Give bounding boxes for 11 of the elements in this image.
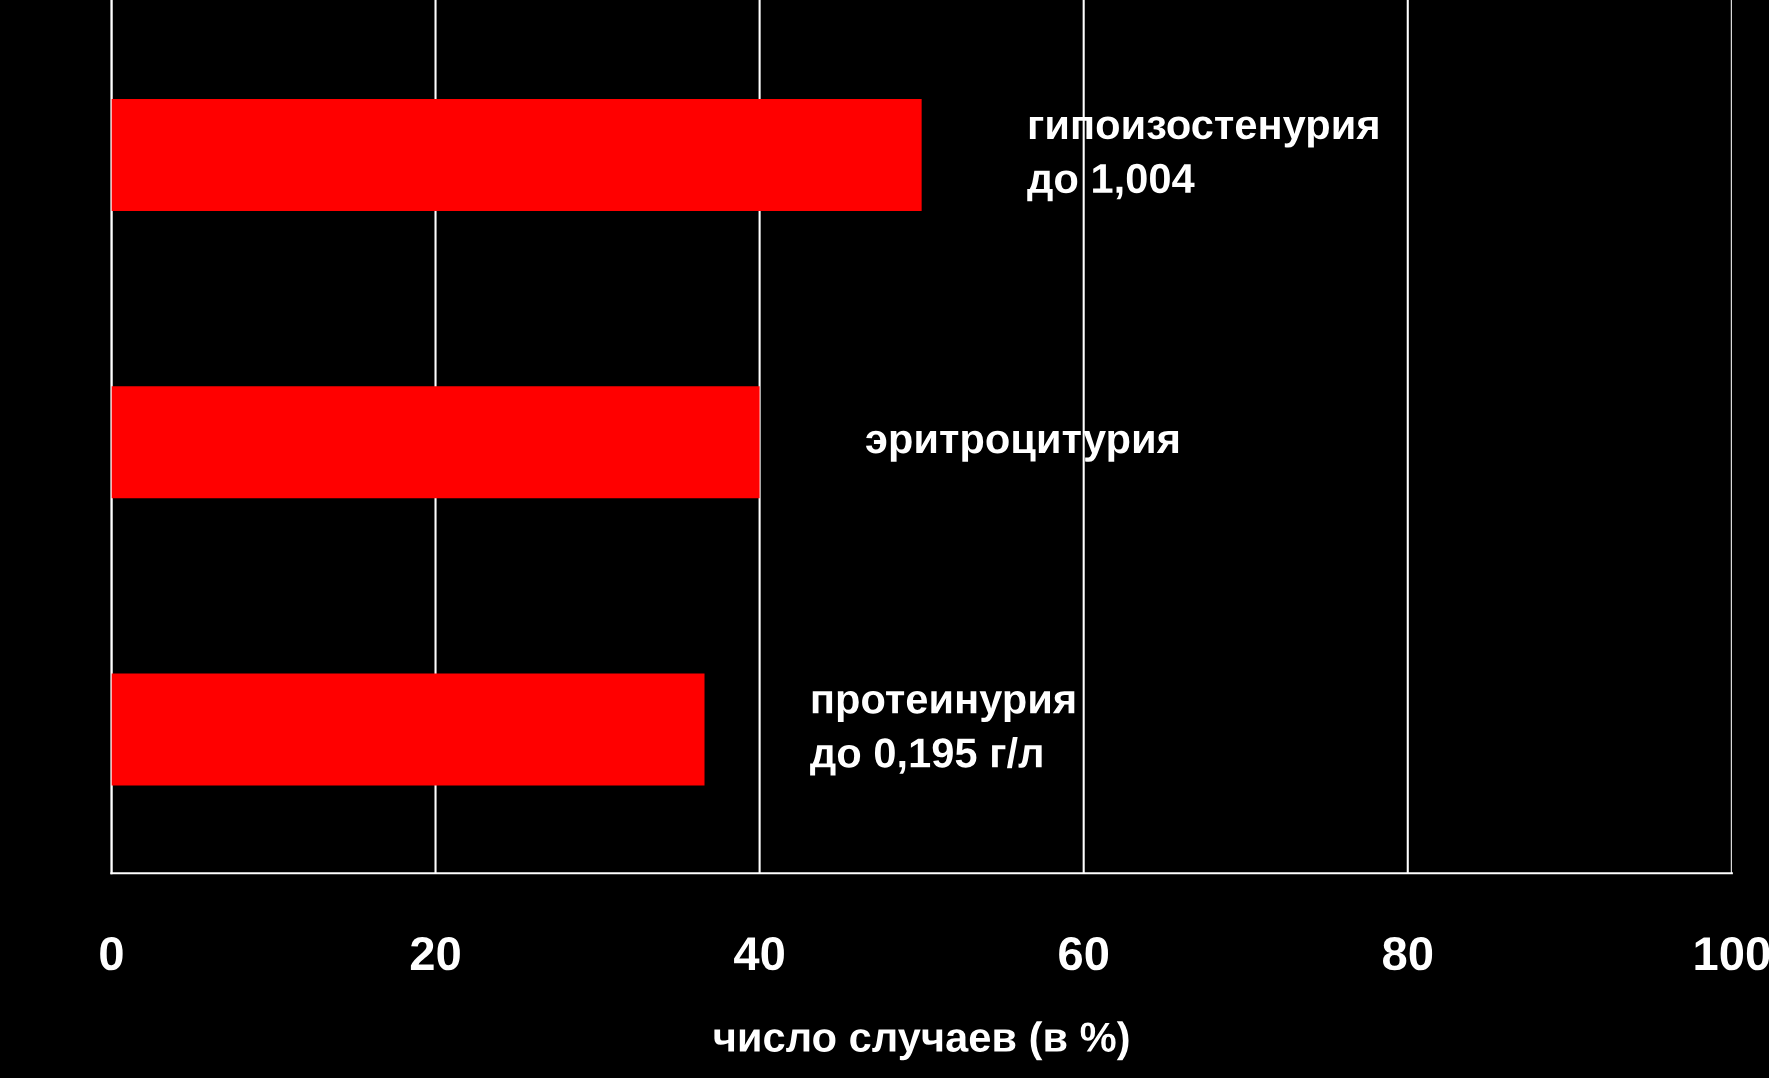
x-axis-title: число случаев (в %) — [714, 1021, 1129, 1061]
x-tick-label: 80 — [1383, 936, 1433, 971]
bar — [111, 99, 922, 212]
y-tick-label: протеинурия до 0,195 г/л — [810, 690, 1075, 776]
x-tick-label: 100 — [1695, 936, 1769, 971]
x-tick-label: 0 — [100, 936, 123, 971]
x-tick-label: 40 — [734, 936, 784, 971]
bar — [111, 673, 705, 786]
bar — [111, 386, 760, 499]
x-tick-label: 20 — [410, 936, 460, 971]
x-tick-label: 60 — [1059, 936, 1109, 971]
